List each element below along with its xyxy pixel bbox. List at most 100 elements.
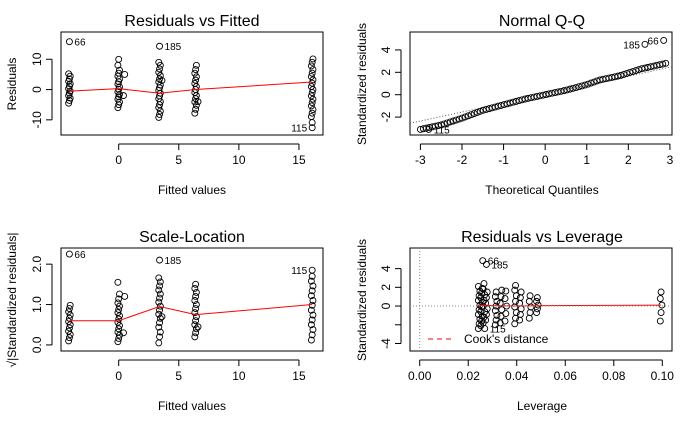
data-point <box>65 318 73 325</box>
data-point <box>194 323 202 331</box>
data-point <box>114 318 122 326</box>
data-point <box>156 290 164 298</box>
data-point <box>309 76 317 84</box>
data-point <box>156 278 164 286</box>
data-point <box>65 337 73 345</box>
plot-title: Normal Q-Q <box>499 13 585 30</box>
data-point <box>307 321 315 329</box>
data-point <box>491 321 499 329</box>
x-tick-label: 0.08 <box>602 369 626 383</box>
data-point <box>155 286 163 294</box>
outlier-label: 115 <box>291 124 307 135</box>
x-tick-label: 3 <box>667 153 674 167</box>
data-point <box>156 42 164 50</box>
data-point <box>66 301 74 309</box>
qq-reference-line <box>409 66 673 124</box>
data-point <box>192 293 200 300</box>
data-point <box>115 55 123 63</box>
plot-frame <box>409 31 673 136</box>
data-point <box>437 121 445 129</box>
data-point <box>517 305 525 313</box>
data-point <box>309 311 317 319</box>
data-point <box>156 314 164 322</box>
data-point <box>308 69 316 77</box>
data-point <box>192 329 200 337</box>
data-point <box>458 114 466 122</box>
plot-title: Scale-Location <box>139 229 245 246</box>
data-point <box>533 309 541 317</box>
x-axis-label: Fitted values <box>158 183 226 197</box>
data-point <box>307 62 315 70</box>
smoother-line <box>477 304 662 307</box>
y-axis-label: Standardized residuals <box>355 239 369 361</box>
data-point <box>496 319 504 327</box>
data-point <box>191 98 199 106</box>
data-point <box>156 319 164 327</box>
outlier-label: 66 <box>74 250 86 261</box>
data-point <box>65 70 73 78</box>
data-point <box>525 297 533 305</box>
y-axis-label: √|Standardized residuals| <box>5 233 19 368</box>
data-point <box>192 317 200 325</box>
data-point <box>156 306 164 314</box>
data-point <box>308 124 316 132</box>
data-point <box>308 331 316 339</box>
data-point <box>512 282 519 289</box>
data-point <box>308 99 316 107</box>
data-point <box>481 325 489 332</box>
x-tick-label: -2 <box>457 153 468 167</box>
panel-3: Scale-Location 0 5 10 15 Fitted values 0.0 1.0 2… <box>5 229 324 413</box>
data-point <box>493 297 501 305</box>
data-point <box>65 308 73 316</box>
data-point <box>308 119 316 127</box>
data-point <box>590 78 598 86</box>
x-tick-label: 0.00 <box>408 369 432 383</box>
outlier-label: 115 <box>434 125 450 136</box>
y-tick-label: 2.0 <box>30 255 44 272</box>
outlier-label: 115 <box>490 325 506 336</box>
data-point <box>449 117 457 125</box>
smoother-line <box>69 304 313 322</box>
data-point <box>482 260 490 268</box>
data-point <box>120 329 127 337</box>
y-tick-label: 2 <box>379 284 393 291</box>
data-point <box>455 115 463 123</box>
y-tick-label: -4 <box>379 338 393 349</box>
panel-1: Residuals vs Fitted 0 5 10 15 Fitted values -1… <box>5 13 324 197</box>
x-tick-label: 15 <box>292 153 306 167</box>
data-point <box>307 92 315 100</box>
data-point <box>191 284 199 292</box>
data-point <box>632 67 640 75</box>
legend-label: Cook's distance <box>464 332 549 346</box>
data-point <box>156 294 164 302</box>
data-point <box>659 60 667 68</box>
outlier-label: 115 <box>291 266 307 277</box>
data-point <box>65 75 73 83</box>
data-point <box>620 70 628 78</box>
data-point <box>191 109 199 117</box>
data-point <box>158 313 166 321</box>
data-point <box>467 111 475 119</box>
data-point <box>116 322 123 330</box>
data-point <box>155 298 163 306</box>
x-axis-label: Fitted values <box>158 399 226 413</box>
data-point <box>533 297 541 305</box>
data-point <box>156 282 164 290</box>
data-point <box>307 292 315 300</box>
x-tick-label: 0.10 <box>651 369 675 383</box>
x-tick-label: 0 <box>542 153 549 167</box>
y-tick-label: 0 <box>30 86 44 93</box>
data-point <box>446 118 454 126</box>
panel-2: Normal Q-Q -3 -2 -1 0 1 2 3 Theoretical Quantile… <box>355 13 674 197</box>
data-point <box>498 286 506 294</box>
data-point <box>115 315 123 323</box>
data-point <box>155 58 163 66</box>
data-point <box>115 295 123 303</box>
data-point <box>617 71 625 79</box>
data-point <box>307 73 315 80</box>
data-point <box>525 314 533 322</box>
outlier-label: 185 <box>623 40 640 51</box>
data-point <box>115 78 123 86</box>
data-point <box>156 328 164 336</box>
